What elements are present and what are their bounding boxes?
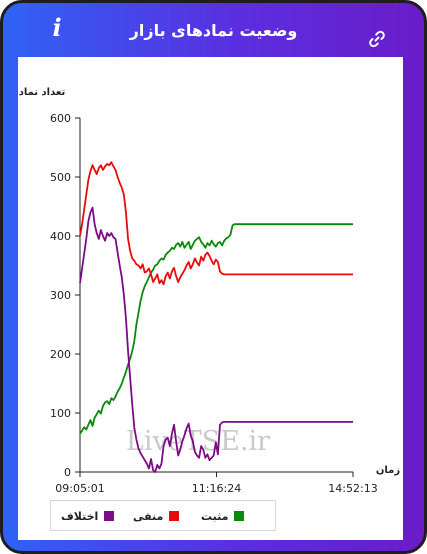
chart-card: LiveTSE.ir تعداد نماد زمان 0 100 200 300 400… <box>18 57 403 540</box>
legend-swatch-difference <box>104 511 115 521</box>
line-chart: LiveTSE.ir تعداد نماد زمان 0 100 200 300 400… <box>19 87 401 495</box>
y-tick-label: 600 <box>50 112 71 125</box>
legend-item-difference[interactable]: اختلاف <box>61 508 115 524</box>
watermark: LiveTSE.ir <box>126 426 270 457</box>
info-icon[interactable]: i <box>52 13 62 42</box>
legend: مثبت منفی اختلاف <box>50 500 276 531</box>
y-axis-title: تعداد نماد <box>19 87 66 98</box>
legend-label-negative: منفی <box>133 509 164 523</box>
legend-swatch-positive <box>234 511 245 521</box>
x-tick-label: 09:05:01 <box>55 482 104 495</box>
legend-label-positive: مثبت <box>201 509 229 523</box>
legend-item-positive[interactable]: مثبت <box>201 508 245 524</box>
y-tick-label: 200 <box>50 348 71 361</box>
y-tick-label: 400 <box>50 230 71 243</box>
link-icon[interactable] <box>368 30 386 48</box>
x-axis-title: زمان <box>376 465 400 476</box>
legend-item-negative[interactable]: منفی <box>133 508 180 524</box>
x-tick-label: 14:52:13 <box>328 482 377 495</box>
page-title: وضعیت نمادهای بازار <box>129 20 298 40</box>
series-line-difference <box>79 206 353 473</box>
y-tick-label: 300 <box>50 289 71 302</box>
series-line-positive <box>79 223 353 435</box>
series-line-negative <box>79 161 353 286</box>
legend-swatch-negative <box>169 511 180 521</box>
y-tick-label: 500 <box>50 171 71 184</box>
y-tick-label: 0 <box>64 466 71 479</box>
x-tick-label: 11:16:24 <box>192 482 241 495</box>
y-tick-label: 100 <box>50 407 71 420</box>
header: i وضعیت نمادهای بازار <box>3 3 424 57</box>
legend-label-difference: اختلاف <box>61 509 99 523</box>
